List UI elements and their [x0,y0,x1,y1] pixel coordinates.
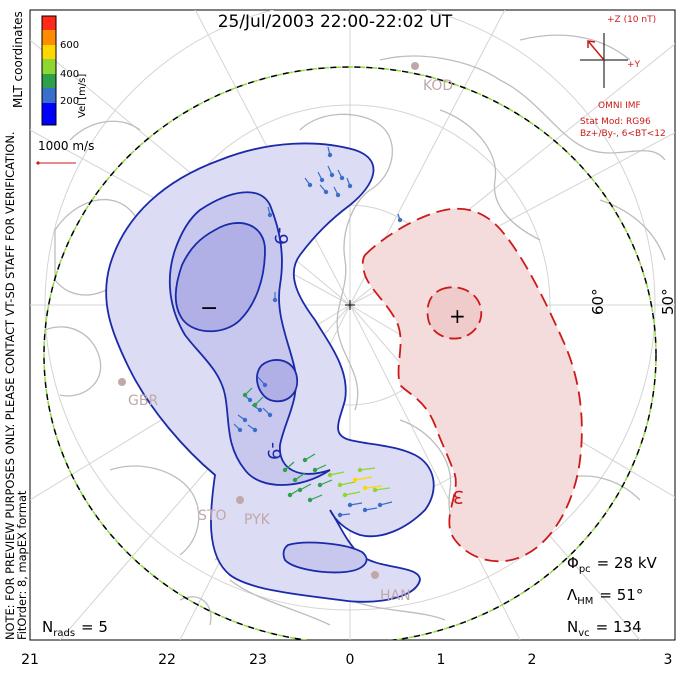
lat-60-label: 60° [589,288,607,315]
pole-marker [345,300,355,310]
imf-y-label: +Y [627,60,641,70]
stat-vector-count: Nvc = 134 [567,618,642,639]
coord-system-label: MLT coordinates [11,11,25,108]
colorbar-tick-200: 200 [60,96,79,107]
neg-contour-value-1: -9 [270,227,291,245]
mlt-tick-1: 1 [437,652,446,668]
velocity-colorbar: 600 400 200 Vel [m/s] [41,15,88,126]
imf-source: OMNI IMF [598,101,641,111]
station-pyk: PYK [244,512,271,528]
imf-model: Stat Mod: RG96 [580,117,651,127]
station-markers [118,62,419,579]
map-title: 25/Jul/2003 22:00-22:02 UT [218,12,453,32]
imf-conditions: Bz+/By-, 6<BT<12 [580,129,666,139]
latitude-labels: 60° 50° [589,288,677,315]
heppner-maynard-boundary [43,66,657,640]
mlt-tick-3: 3 [664,652,673,668]
pos-contour-value: 3 [453,486,464,507]
positive-cell [361,207,583,563]
station-labels: KOD GBR STO PYK HAN [128,78,453,604]
imf-dial: +Z (10 nT) +Y OMNI IMF Stat Mod: RG96 Bz… [580,15,666,139]
colorbar-tick-400: 400 [60,69,79,80]
map-stats: Φpc = 28 kV ΛHM = 51° Nvc = 134 Nrads = 5 [42,554,658,639]
lat-50-label: 50° [659,288,677,315]
colorbar-label: Vel [m/s] [77,74,88,118]
stat-cross-polar-potential: Φpc = 28 kV [567,554,658,575]
imf-z-label: +Z (10 nT) [607,15,656,25]
mlt-tick-21: 21 [21,652,39,668]
coastlines [44,34,666,626]
velocity-vectors [233,146,403,518]
scale-vector: 1000 m/s [36,139,94,165]
mlt-tick-23: 23 [249,652,267,668]
stat-hm-boundary: ΛHM = 51° [567,586,643,607]
station-han: HAN [380,588,411,604]
pos-maximum-marker: + [449,304,466,328]
mlt-tick-0: 0 [346,652,355,668]
neg-contour-value-2: -9 [263,442,284,460]
colorbar-tick-600: 600 [60,40,79,51]
negative-cell [105,142,435,603]
mlt-axis: 21 22 23 0 1 2 3 [21,652,672,668]
station-sto: STO [198,508,226,524]
mlt-tick-2: 2 [528,652,537,668]
mlt-tick-22: 22 [158,652,176,668]
neg-minimum-marker: − [200,296,218,321]
fitorder-note: FitOrder: 8, mapEX format [15,490,29,640]
station-kod: KOD [423,78,453,94]
station-gbr: GBR [128,393,158,409]
scale-vector-label: 1000 m/s [38,139,94,153]
stat-radar-count: Nrads = 5 [42,618,108,639]
contour-labels: − + -9 -9 3 [200,227,466,507]
preview-note: NOTE: FOR PREVIEW PURPOSES ONLY. PLEASE … [3,132,17,640]
